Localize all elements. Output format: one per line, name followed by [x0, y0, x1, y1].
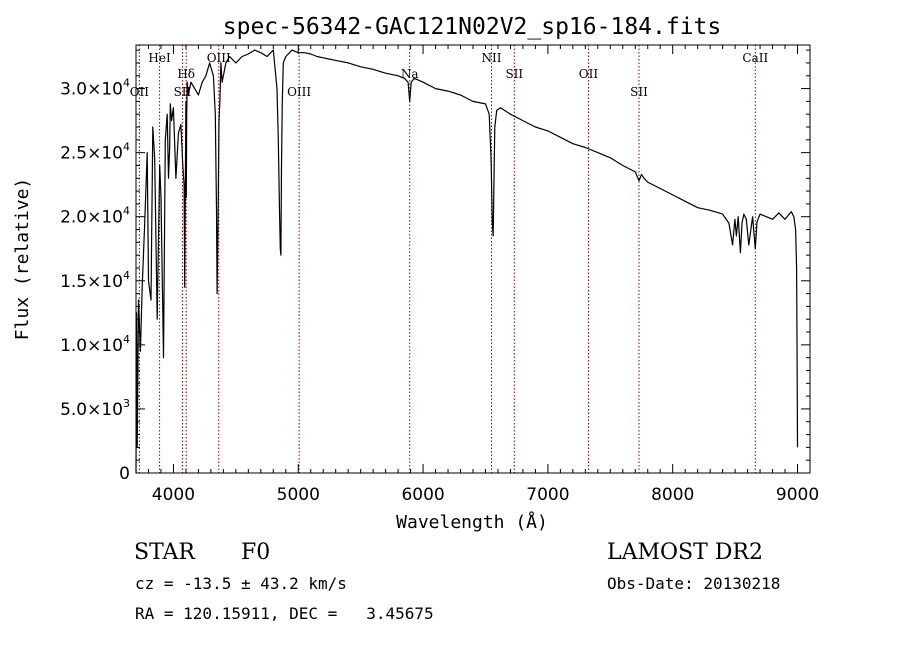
- y-tick-exponent: 4: [123, 205, 130, 218]
- y-tick-mantissa: 2.0×10: [60, 208, 123, 228]
- y-axis-ticks: 05.0×1031.0×1041.5×1042.0×1042.5×1043.0×…: [60, 49, 810, 484]
- survey-release: LAMOST DR2: [607, 540, 763, 565]
- line-label: SII: [505, 67, 523, 81]
- y-tick-exponent: 4: [123, 141, 130, 154]
- object-class: STAR: [134, 540, 195, 565]
- line-label: OIII: [207, 51, 231, 65]
- x-tick-label: 6000: [401, 485, 444, 505]
- chart-title: spec-56342-GAC121N02V2_sp16-184.fits: [223, 14, 722, 40]
- y-tick-label: 0: [119, 464, 130, 484]
- line-label: NII: [481, 51, 501, 65]
- redshift-velocity: cz = -13.5 ± 43.2 km/s: [135, 574, 347, 593]
- x-tick-label: 8000: [651, 485, 694, 505]
- x-axis-label: Wavelength (Å): [396, 511, 548, 533]
- y-tick-label: 3.0×104: [60, 77, 130, 100]
- y-tick-exponent: 3: [123, 397, 130, 410]
- sky-coordinates: RA = 120.15911, DEC = 3.45675: [135, 604, 434, 623]
- y-tick-mantissa: 1.0×10: [60, 336, 123, 356]
- x-tick-label: 4000: [152, 485, 195, 505]
- y-tick-mantissa: 1.5×10: [60, 272, 123, 292]
- y-tick-exponent: 4: [123, 333, 130, 346]
- x-tick-label: 5000: [277, 485, 320, 505]
- y-tick-exponent: 4: [123, 77, 130, 90]
- y-tick-label: 1.0×104: [60, 333, 130, 356]
- line-label: Na: [401, 67, 419, 81]
- y-tick-mantissa: 2.5×10: [60, 144, 123, 164]
- x-tick-label: 7000: [526, 485, 569, 505]
- y-tick-label: 2.5×104: [60, 141, 130, 164]
- line-label: SII: [630, 85, 648, 99]
- y-tick-mantissa: 0: [119, 464, 130, 484]
- spectrum-series-line: [135, 49, 799, 474]
- spectrum-line-group: [135, 49, 799, 474]
- y-tick-label: 2.0×104: [60, 205, 130, 228]
- line-label: HeI: [148, 51, 171, 65]
- line-label: Hδ: [177, 67, 195, 81]
- plot-frame: [135, 44, 811, 474]
- observation-date: Obs-Date: 20130218: [607, 574, 781, 593]
- line-label: OIII: [287, 85, 311, 99]
- line-label: OII: [130, 85, 150, 99]
- y-tick-mantissa: 3.0×10: [60, 80, 123, 100]
- line-label: CaII: [742, 51, 768, 65]
- spectral-subclass: F0: [241, 540, 271, 565]
- y-tick-label: 1.5×104: [60, 269, 130, 292]
- x-axis-ticks: 4000 5000 6000 7000 8000 9000: [135, 45, 819, 505]
- y-tick-label: 5.0×103: [60, 397, 130, 420]
- x-tick-label: 9000: [776, 485, 819, 505]
- y-axis-label: Flux (relative): [12, 178, 33, 341]
- y-tick-mantissa: 5.0×10: [60, 400, 123, 420]
- line-label: OII: [579, 67, 599, 81]
- y-tick-exponent: 4: [123, 269, 130, 282]
